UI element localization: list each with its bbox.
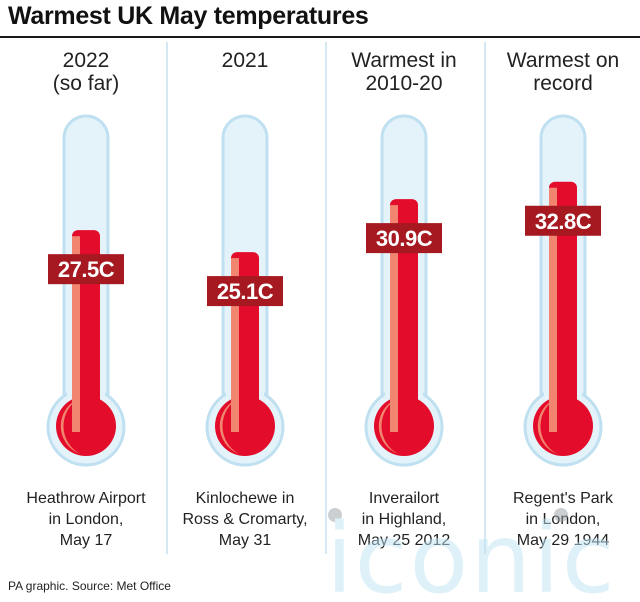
mercury-bulb bbox=[56, 396, 116, 456]
category-label-line: record bbox=[533, 72, 593, 95]
value-label-bg bbox=[366, 223, 442, 254]
location-label-line: May 25 2012 bbox=[357, 532, 451, 549]
location-label-line: Ross & Cromarty, bbox=[182, 511, 308, 528]
mercury-highlight bbox=[72, 236, 80, 432]
category-label-line: Warmest in bbox=[351, 49, 457, 72]
category-label-line: Warmest on bbox=[506, 49, 620, 72]
value-label-bg bbox=[207, 276, 283, 307]
thermometer: 25.1C bbox=[205, 114, 285, 467]
location-label-line: May 31 bbox=[218, 532, 272, 549]
title-rule bbox=[0, 36, 640, 38]
category-label-line: 2022 bbox=[62, 49, 110, 72]
value-label: 30.9C bbox=[376, 226, 433, 251]
watermark-logo: iconic bbox=[326, 508, 616, 598]
thermometer: 27.5C bbox=[46, 114, 126, 467]
location-label-line: in Highland, bbox=[361, 511, 447, 528]
category-label-line: (so far) bbox=[52, 72, 120, 95]
mercury-highlight bbox=[390, 205, 398, 432]
category-label: 2021 bbox=[166, 49, 324, 72]
category-label: Warmest in 2010-20 bbox=[325, 49, 483, 95]
thermometer-column: 2021 25.1C Kinlochewe in Ross & Cromarty, Ma… bbox=[166, 40, 324, 560]
location-label-line: Heathrow Airport bbox=[26, 490, 146, 507]
mercury-highlight bbox=[231, 258, 239, 432]
value-label: 32.8C bbox=[535, 209, 592, 234]
category-label-line: 2010-20 bbox=[365, 72, 443, 95]
watermark-dot bbox=[554, 508, 568, 522]
thermometer-column: 2022 (so far) 27.5C Heathrow Airport in Lond… bbox=[7, 40, 165, 560]
value-label-bg bbox=[525, 205, 601, 236]
location-label-line: May 17 bbox=[59, 532, 113, 549]
category-label: 2022 (so far) bbox=[7, 49, 165, 95]
column-divider bbox=[166, 42, 168, 554]
thermometer: 32.8C bbox=[523, 114, 603, 467]
watermark-text: iconic bbox=[326, 508, 616, 598]
mercury-bulb-highlight bbox=[60, 398, 80, 454]
mercury-bulb bbox=[533, 396, 593, 456]
source-note: PA graphic. Source: Met Office bbox=[8, 579, 171, 593]
location-label: Kinlochewe in Ross & Cromarty, May 31 bbox=[166, 488, 324, 551]
location-label-line: Kinlochewe in bbox=[195, 490, 295, 507]
location-label-line: Inverailort bbox=[368, 490, 440, 507]
thermometer: 30.9C bbox=[364, 114, 444, 467]
mercury-bulb bbox=[215, 396, 275, 456]
thermometer-column: Warmest in 2010-20 30.9C Inverailort in High… bbox=[325, 40, 483, 560]
value-label: 27.5C bbox=[58, 257, 115, 282]
location-label: Inverailort in Highland, May 25 2012 bbox=[325, 488, 483, 551]
location-label-line: May 29 1944 bbox=[516, 532, 610, 549]
value-label: 25.1C bbox=[217, 279, 274, 304]
column-divider bbox=[325, 42, 327, 554]
location-label-line: in London, bbox=[48, 511, 124, 528]
mercury-bulb-highlight bbox=[537, 398, 557, 454]
thermometer-column: Warmest on record 32.8C Regent's Park in Lon… bbox=[484, 40, 640, 560]
watermark-dot bbox=[328, 508, 342, 522]
mercury-highlight bbox=[549, 187, 557, 432]
location-label-line: Regent's Park bbox=[513, 490, 613, 507]
category-label: Warmest on record bbox=[484, 49, 640, 95]
mercury-bulb-highlight bbox=[378, 398, 398, 454]
mercury-bulb-highlight bbox=[219, 398, 239, 454]
mercury-bulb bbox=[374, 396, 434, 456]
location-label: Heathrow Airport in London, May 17 bbox=[7, 488, 165, 551]
column-divider bbox=[484, 42, 486, 554]
value-label-bg bbox=[48, 254, 124, 285]
category-label-line: 2021 bbox=[221, 49, 269, 72]
chart-title: Warmest UK May temperatures bbox=[8, 2, 369, 30]
